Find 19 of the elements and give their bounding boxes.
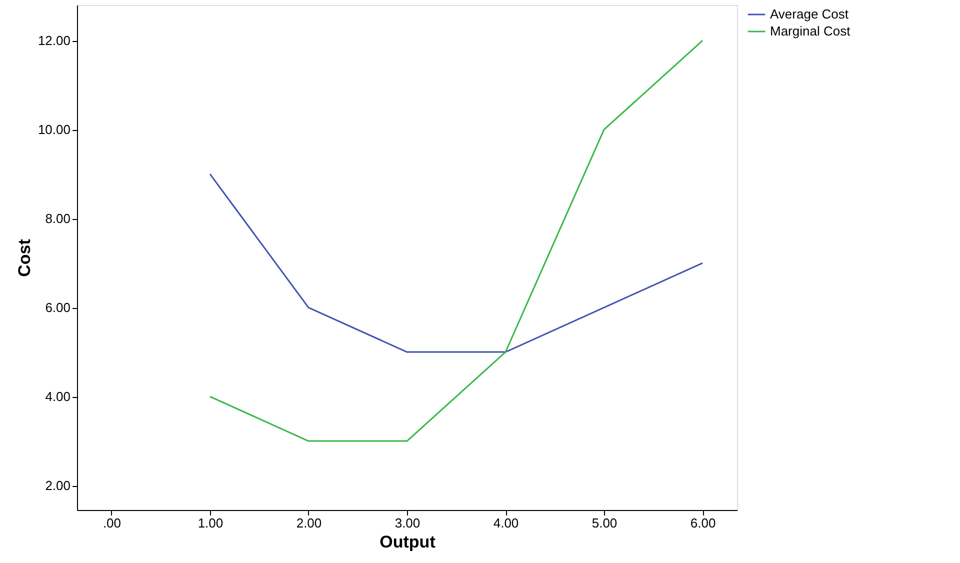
y-axis-title: Cost (14, 238, 34, 277)
x-tick-label: 5.00 (592, 516, 618, 530)
x-tick-label: 1.00 (198, 516, 224, 530)
y-tick-label: 10.00 (38, 122, 70, 138)
x-tick-label: .00 (102, 516, 122, 530)
x-axis-title: Output (380, 532, 436, 552)
y-tick-label: 12.00 (38, 33, 70, 48)
y-tick-label: 8.00 (45, 211, 70, 226)
x-tick-label: 4.00 (493, 516, 519, 530)
y-tick-label: 4.00 (45, 389, 70, 404)
x-tick-label: 3.00 (394, 516, 420, 530)
x-tick-label: 6.00 (690, 516, 716, 530)
legend-label: Marginal Cost (770, 24, 851, 38)
y-tick-label: 6.00 (45, 300, 70, 316)
legend-label: Average Cost (770, 6, 849, 22)
y-tick-label: 2.00 (45, 478, 70, 494)
line-series (209, 40, 704, 442)
x-tick-label: 2.00 (296, 516, 322, 530)
line-series (209, 173, 704, 353)
